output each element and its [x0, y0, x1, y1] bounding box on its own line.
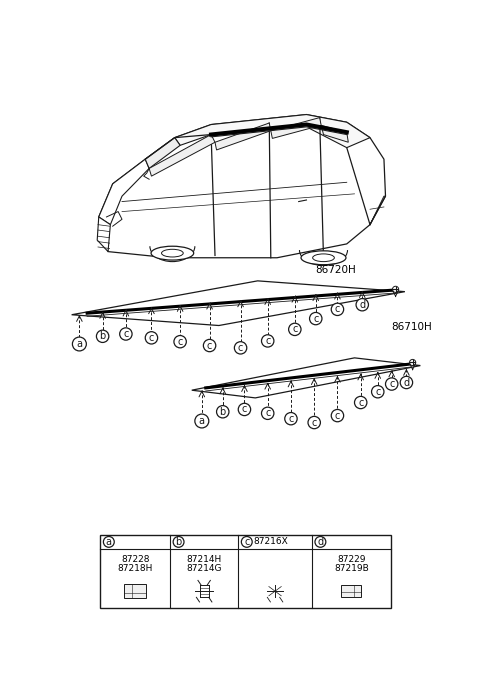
Text: d: d — [317, 537, 324, 547]
Polygon shape — [175, 114, 370, 148]
Text: 87218H: 87218H — [118, 564, 153, 573]
Circle shape — [310, 312, 322, 325]
Text: c: c — [123, 329, 129, 339]
Circle shape — [120, 328, 132, 340]
Circle shape — [204, 339, 216, 351]
Text: c: c — [265, 408, 270, 419]
Text: 87216X: 87216X — [254, 538, 288, 547]
Text: 87219B: 87219B — [334, 564, 369, 573]
Text: c: c — [358, 397, 363, 408]
Text: c: c — [313, 314, 318, 323]
Circle shape — [285, 412, 297, 425]
Polygon shape — [215, 123, 271, 150]
Text: 86720H: 86720H — [316, 265, 357, 275]
Ellipse shape — [151, 246, 194, 260]
Circle shape — [262, 407, 274, 419]
Text: d: d — [359, 300, 365, 310]
Circle shape — [174, 336, 186, 348]
Ellipse shape — [312, 254, 335, 262]
Text: a: a — [76, 339, 83, 349]
Text: c: c — [292, 325, 298, 334]
Text: c: c — [207, 340, 212, 351]
Circle shape — [173, 536, 184, 547]
Text: c: c — [389, 379, 395, 389]
Text: 87229: 87229 — [337, 555, 366, 564]
Polygon shape — [192, 358, 420, 398]
Circle shape — [356, 299, 369, 311]
Text: b: b — [220, 407, 226, 416]
Polygon shape — [72, 281, 405, 325]
Polygon shape — [321, 125, 348, 142]
Text: b: b — [176, 537, 182, 547]
Circle shape — [96, 330, 109, 342]
Circle shape — [393, 286, 399, 292]
Circle shape — [195, 414, 209, 428]
Text: a: a — [199, 416, 205, 426]
Circle shape — [308, 416, 321, 429]
Ellipse shape — [162, 249, 183, 257]
Circle shape — [409, 360, 416, 366]
Circle shape — [385, 378, 398, 390]
Text: b: b — [99, 332, 106, 341]
Polygon shape — [341, 585, 361, 597]
Text: c: c — [238, 343, 243, 353]
Text: c: c — [244, 537, 250, 547]
Circle shape — [262, 335, 274, 347]
Polygon shape — [99, 159, 149, 225]
Text: c: c — [149, 333, 154, 342]
Circle shape — [103, 536, 114, 547]
Text: 87214G: 87214G — [186, 564, 222, 573]
Polygon shape — [149, 134, 215, 176]
Circle shape — [241, 536, 252, 547]
Text: a: a — [106, 537, 112, 547]
Circle shape — [315, 536, 326, 547]
Text: c: c — [178, 337, 183, 347]
Circle shape — [331, 303, 344, 316]
Circle shape — [355, 397, 367, 409]
Circle shape — [400, 376, 413, 388]
Ellipse shape — [301, 251, 346, 264]
Text: d: d — [403, 377, 409, 388]
Text: c: c — [335, 410, 340, 421]
Polygon shape — [145, 138, 180, 169]
Text: 86710H: 86710H — [392, 322, 432, 332]
Polygon shape — [97, 217, 110, 251]
Polygon shape — [271, 118, 321, 138]
Circle shape — [234, 342, 247, 354]
Text: c: c — [242, 404, 247, 414]
Circle shape — [238, 403, 251, 416]
Text: 87214H: 87214H — [187, 555, 222, 564]
Text: c: c — [265, 336, 270, 346]
Circle shape — [288, 323, 301, 336]
Circle shape — [372, 386, 384, 398]
Circle shape — [331, 410, 344, 422]
Text: c: c — [335, 304, 340, 314]
Polygon shape — [99, 114, 385, 258]
Circle shape — [72, 337, 86, 351]
Text: c: c — [312, 418, 317, 427]
Circle shape — [216, 406, 229, 418]
Polygon shape — [124, 584, 146, 598]
Circle shape — [145, 332, 157, 344]
Text: c: c — [288, 414, 294, 424]
Text: c: c — [375, 387, 381, 397]
Bar — [100, 535, 391, 608]
Text: 87228: 87228 — [121, 555, 149, 564]
